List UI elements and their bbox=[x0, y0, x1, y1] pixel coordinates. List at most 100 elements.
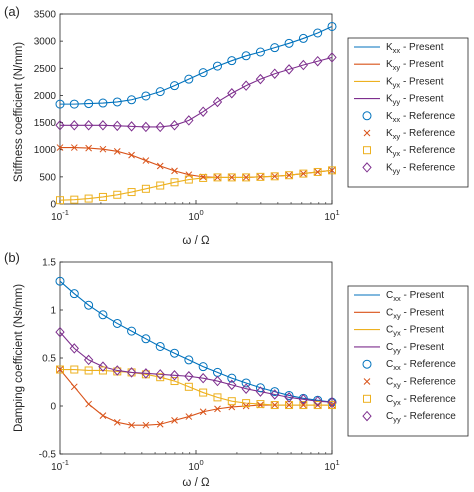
data-point-kxx bbox=[198, 68, 208, 78]
y-tick-label: 1000 bbox=[34, 145, 57, 156]
y-tick-label: 3500 bbox=[34, 10, 57, 21]
legend-text: - Present bbox=[400, 76, 444, 87]
legend-symbol: K bbox=[386, 128, 393, 139]
x-tick-base: 10 bbox=[188, 462, 200, 473]
legend-marker bbox=[363, 394, 371, 403]
legend-entry: Cyy - Reference bbox=[386, 411, 456, 424]
data-point-kxx bbox=[313, 28, 323, 38]
legend-subscript: yx bbox=[393, 149, 401, 158]
legend-symbol: K bbox=[386, 111, 393, 122]
y-tick-label: 2000 bbox=[34, 91, 57, 102]
legend-marker bbox=[363, 129, 371, 137]
data-point-kxy bbox=[242, 174, 250, 181]
x-axis-label: ω / Ω bbox=[182, 235, 210, 247]
data-point-kxy bbox=[328, 166, 336, 174]
data-point-kyx bbox=[98, 192, 107, 201]
data-point-cxx bbox=[141, 334, 151, 344]
plot-area bbox=[59, 261, 333, 455]
y-tick-label: 0 bbox=[50, 200, 56, 211]
data-point-kyy bbox=[98, 120, 108, 131]
legend-symbol: K bbox=[386, 59, 393, 70]
y-tick-label: 2500 bbox=[34, 64, 57, 75]
data-point-cxy bbox=[285, 401, 293, 409]
legend-text: - Reference bbox=[401, 411, 456, 422]
data-point-cxy bbox=[185, 413, 193, 420]
data-point-kxx bbox=[270, 43, 280, 53]
legend-entry: Cyx - Reference bbox=[386, 394, 456, 407]
x-tick-exponent: 0 bbox=[199, 458, 203, 467]
data-point-kxy bbox=[99, 145, 107, 153]
legend-text: - Reference bbox=[401, 359, 456, 370]
data-point-kxx bbox=[327, 21, 337, 31]
legend-entry: Kxx - Reference bbox=[386, 111, 456, 124]
data-point-kxx bbox=[55, 99, 65, 109]
legend-subscript: yy bbox=[393, 346, 401, 355]
legend-entry: Cxy - Reference bbox=[386, 377, 456, 390]
legend-symbol: C bbox=[386, 394, 393, 405]
x-axis-label: ω / Ω bbox=[182, 477, 210, 489]
legend-symbol: K bbox=[386, 94, 393, 105]
series-line-kxx bbox=[60, 25, 333, 105]
data-point-kxy bbox=[156, 162, 164, 170]
data-point-kxx bbox=[284, 38, 294, 48]
data-point-cxy bbox=[70, 383, 78, 391]
data-point-kyy bbox=[227, 88, 237, 99]
data-point-kxx bbox=[298, 33, 308, 43]
data-point-kxy bbox=[128, 151, 135, 159]
legend-subscript: xy bbox=[393, 63, 401, 72]
data-point-cxx bbox=[270, 387, 280, 397]
data-point-kyx bbox=[213, 173, 222, 182]
panel-stiffness: (a) Stiffness coefficient (N/mm) ω / Ω 0… bbox=[4, 4, 469, 247]
legend-text: - Reference bbox=[400, 145, 455, 156]
data-point-cxy bbox=[300, 401, 307, 409]
data-point-kyx bbox=[299, 169, 308, 178]
data-point-kyy bbox=[298, 59, 309, 71]
data-point-kyy bbox=[212, 96, 223, 108]
data-point-cyx bbox=[213, 393, 222, 402]
legend-entry: Kyx - Reference bbox=[386, 145, 456, 158]
legend-text: - Reference bbox=[401, 377, 456, 388]
data-point-cyy bbox=[98, 361, 108, 372]
legend-text: - Present bbox=[401, 307, 445, 318]
data-point-cyy bbox=[83, 354, 94, 366]
data-point-kyy bbox=[155, 121, 165, 133]
data-point-kxx bbox=[98, 98, 108, 108]
panel-damping: (b) Damping coefficient (Ns/mm) ω / Ω -0… bbox=[4, 250, 469, 489]
y-tick-label: 0 bbox=[50, 402, 56, 413]
data-point-cxy bbox=[156, 420, 164, 428]
legend-marker bbox=[362, 111, 372, 121]
data-point-cxx bbox=[69, 289, 79, 299]
data-point-kyx bbox=[113, 190, 122, 199]
legend-entry: Kxx - Present bbox=[386, 42, 444, 55]
data-point-cyy bbox=[284, 392, 294, 403]
legend-symbol: C bbox=[386, 359, 393, 370]
y-tick-label: 1 bbox=[50, 306, 56, 317]
data-point-cyx bbox=[156, 373, 165, 382]
x-tick-base: 10 bbox=[188, 212, 200, 223]
data-point-cxy bbox=[99, 412, 107, 419]
data-point-kyx bbox=[170, 178, 179, 187]
data-point-kxx bbox=[184, 74, 194, 84]
y-axis-label: Damping coefficient (Ns/mm) bbox=[13, 284, 25, 432]
series-line-cyx bbox=[60, 368, 332, 406]
data-point-cxx bbox=[241, 378, 251, 388]
legend-subscript: xx bbox=[393, 46, 401, 55]
legend-text: - Reference bbox=[400, 128, 455, 139]
data-point-kxx bbox=[155, 87, 165, 97]
data-point-kxx bbox=[69, 99, 79, 109]
data-point-cxy bbox=[56, 366, 64, 373]
data-point-kxx bbox=[141, 91, 151, 101]
data-point-kxx bbox=[84, 99, 94, 109]
legend-entry: Cyx - Present bbox=[386, 325, 444, 338]
x-tick-exponent: -1 bbox=[62, 458, 69, 467]
data-point-kxx bbox=[112, 97, 122, 107]
y-tick-label: -0.5 bbox=[39, 450, 57, 461]
data-point-kyy bbox=[270, 68, 280, 79]
legend-subscript: yy bbox=[393, 166, 401, 175]
legend-entry: Cxx - Reference bbox=[386, 359, 456, 372]
data-point-cxx bbox=[55, 276, 65, 286]
legend-subscript: xy bbox=[393, 381, 401, 390]
data-point-cyy bbox=[270, 389, 280, 400]
data-point-cyx bbox=[227, 397, 236, 406]
